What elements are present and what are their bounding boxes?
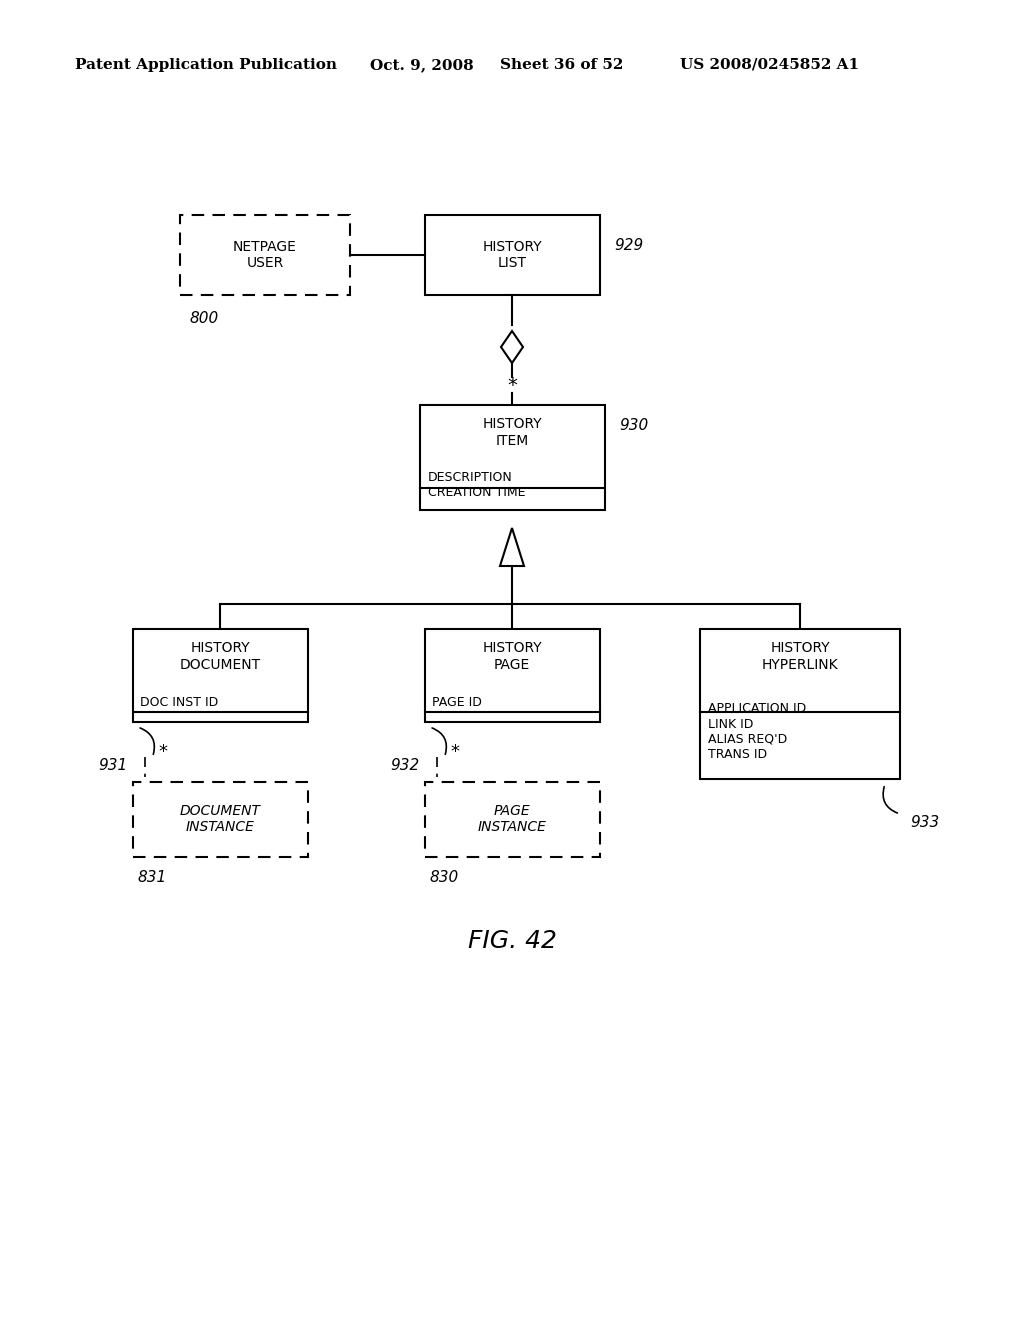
Text: HISTORY
ITEM: HISTORY ITEM [482,417,542,447]
Text: *: * [450,743,459,762]
Text: FIG. 42: FIG. 42 [468,929,556,953]
Text: DESCRIPTION
CREATION TIME: DESCRIPTION CREATION TIME [427,471,525,499]
Text: HISTORY
PAGE: HISTORY PAGE [482,642,542,672]
Polygon shape [501,331,523,363]
Text: *: * [158,743,167,762]
Text: HISTORY
LIST: HISTORY LIST [482,240,542,271]
Text: APPLICATION ID
LINK ID
ALIAS REQ'D
TRANS ID: APPLICATION ID LINK ID ALIAS REQ'D TRANS… [708,702,806,760]
Polygon shape [500,528,524,566]
Text: 800: 800 [190,312,219,326]
Text: 831: 831 [137,870,167,884]
Text: 830: 830 [429,870,459,884]
Bar [420,405,604,510]
Text: 929: 929 [614,238,644,253]
Bar [425,630,599,722]
Text: 933: 933 [910,814,939,830]
Text: US 2008/0245852 A1: US 2008/0245852 A1 [680,58,859,73]
Bar [425,781,599,857]
Text: Patent Application Publication: Patent Application Publication [75,58,337,73]
Text: NETPAGE
USER: NETPAGE USER [233,240,297,271]
Text: Sheet 36 of 52: Sheet 36 of 52 [500,58,624,73]
Text: 930: 930 [620,417,649,433]
Bar [132,630,307,722]
Text: PAGE ID: PAGE ID [432,697,482,710]
Text: Oct. 9, 2008: Oct. 9, 2008 [370,58,474,73]
Text: 931: 931 [98,758,128,774]
Text: DOCUMENT
INSTANCE: DOCUMENT INSTANCE [179,804,260,834]
Text: *: * [507,375,517,395]
Bar [132,781,307,857]
Text: HISTORY
HYPERLINK: HISTORY HYPERLINK [762,642,839,672]
Bar [180,215,350,294]
Bar [700,630,900,779]
Bar [425,215,599,294]
Text: DOC INST ID: DOC INST ID [140,697,219,710]
Text: 932: 932 [390,758,420,774]
Text: PAGE
INSTANCE: PAGE INSTANCE [477,804,547,834]
Text: HISTORY
DOCUMENT: HISTORY DOCUMENT [179,642,260,672]
